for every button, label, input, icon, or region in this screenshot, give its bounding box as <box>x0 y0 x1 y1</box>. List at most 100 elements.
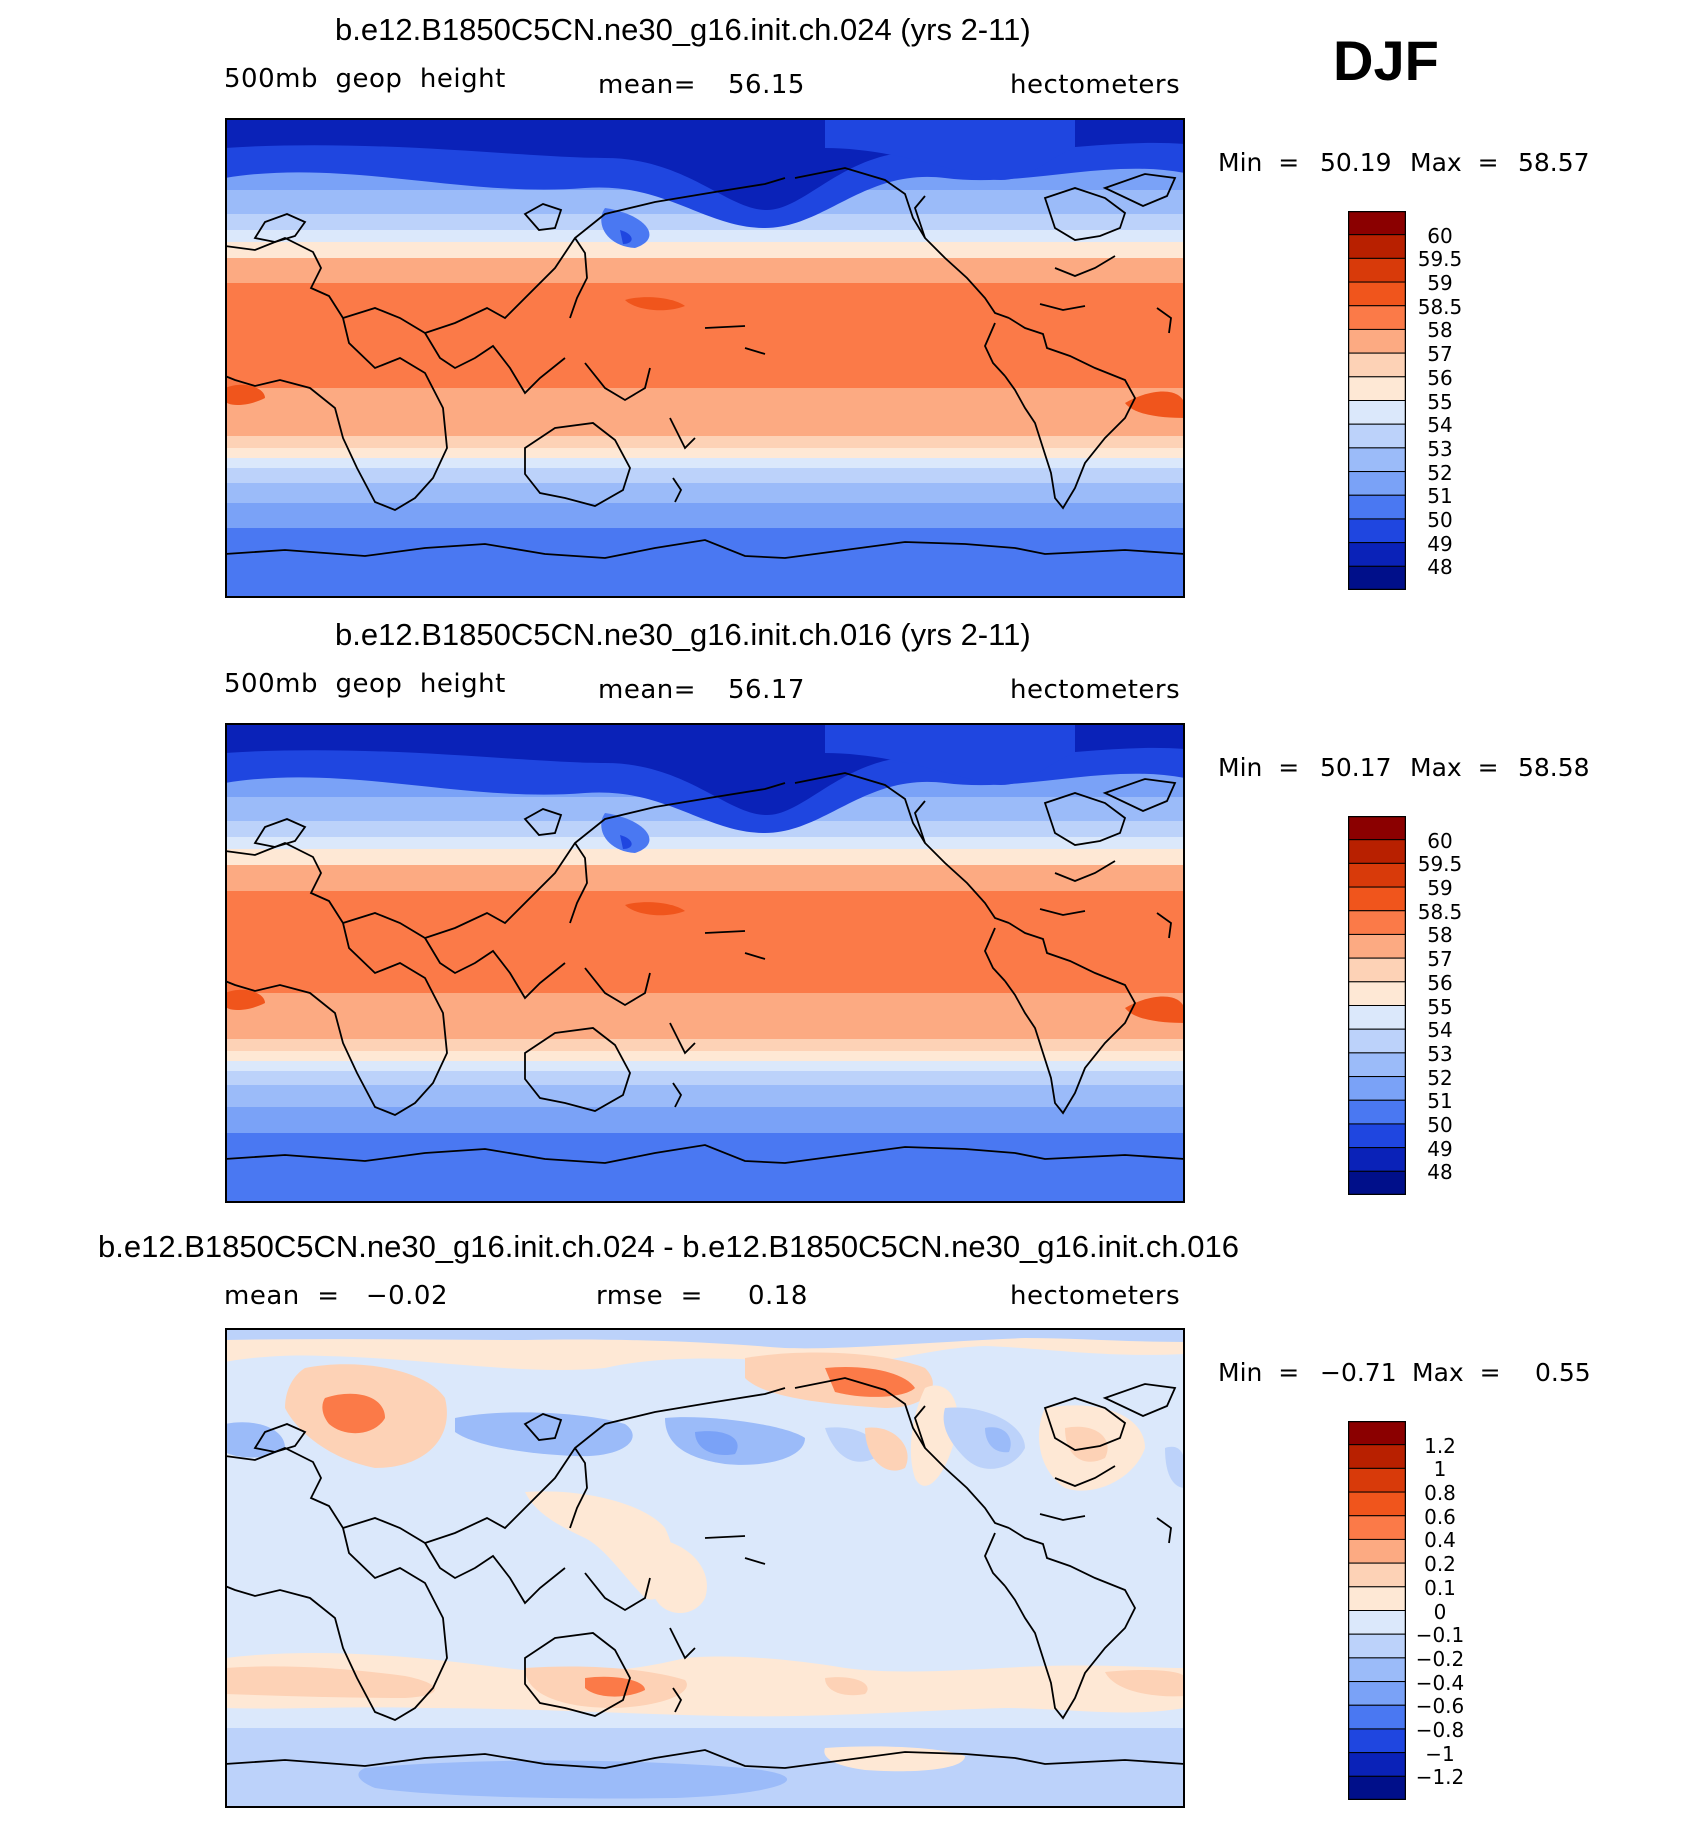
colorbar-tick-label: −0.8 <box>1415 1717 1465 1742</box>
colorbar-tick-label: 0.6 <box>1424 1504 1456 1529</box>
coastline <box>1039 1513 1086 1521</box>
contour-feature <box>1125 391 1185 418</box>
map-frame <box>225 1328 1185 1808</box>
colorbar-tick-label: 1.2 <box>1424 1433 1456 1458</box>
colorbar-tick-label: 0.4 <box>1424 1528 1456 1553</box>
colorbar-tick-label: 55 <box>1427 994 1453 1019</box>
panel1-mean-label: mean= <box>598 70 697 100</box>
coastline <box>584 1572 651 1612</box>
contour-band <box>225 436 1185 448</box>
colorbar-box <box>1348 1147 1406 1172</box>
coastline <box>584 967 651 1007</box>
colorbar-box <box>1348 1657 1406 1683</box>
panel3-title: b.e12.B1850C5CN.ne30_g16.init.ch.024 - b… <box>98 1229 1239 1264</box>
colorbar-frame <box>1348 816 1406 1195</box>
colorbar-tick-label: 50 <box>1427 507 1453 532</box>
contour-feature <box>645 1538 707 1613</box>
colorbar-tick-label: 52 <box>1427 460 1453 485</box>
coastline <box>1054 1465 1116 1487</box>
colorbar-box <box>1348 565 1406 590</box>
contour-band <box>225 1071 1185 1085</box>
coastline <box>569 237 588 319</box>
colorbar-box <box>1348 518 1406 544</box>
colorbar-box <box>1348 1005 1406 1030</box>
coastline <box>1156 912 1172 939</box>
contour-feature <box>825 723 1075 786</box>
coastline <box>1102 778 1177 812</box>
colorbar-tick-label: 54 <box>1427 1018 1453 1043</box>
coastline <box>984 927 1006 982</box>
colorbar-box <box>1348 447 1406 473</box>
contour-band <box>225 1039 1185 1051</box>
contour-band <box>225 483 1185 503</box>
colorbar-box <box>1348 957 1406 983</box>
colorbar-tick-label: 54 <box>1427 413 1453 438</box>
colorbar-box <box>1348 1586 1406 1611</box>
contour-feature <box>1065 1426 1108 1462</box>
colorbar-box <box>1348 423 1406 449</box>
coastline <box>253 213 307 243</box>
contour-band <box>225 230 1185 242</box>
colorbar-box <box>1348 1728 1406 1754</box>
colorbar-tick-label: 56 <box>1427 970 1453 995</box>
contour-feature <box>985 1427 1011 1453</box>
colorbar-tick-label: 57 <box>1427 947 1453 972</box>
coastline <box>424 937 566 1000</box>
colorbar-tick-label: 58 <box>1427 318 1453 343</box>
colorbar-tick-label: 1 <box>1433 1457 1447 1482</box>
coastline <box>342 1387 786 1544</box>
contour-feature <box>1105 1670 1185 1697</box>
map-frame <box>225 118 1185 598</box>
contour-feature <box>585 1676 645 1697</box>
colorbar-box <box>1348 1610 1406 1635</box>
contour-band <box>225 1107 1185 1133</box>
contour-band <box>225 865 1185 891</box>
panel3-min-label: Min = <box>1218 1358 1300 1387</box>
contour-feature <box>225 1652 1185 1717</box>
colorbar-box <box>1348 1704 1406 1730</box>
contour-feature <box>225 1666 435 1698</box>
colorbar-box <box>1348 886 1406 912</box>
colorbar-frame <box>1348 1421 1406 1800</box>
panel2-mean-label: mean= <box>598 675 697 705</box>
contour-feature <box>601 813 650 853</box>
colorbar-tick-label: 59.5 <box>1417 247 1463 272</box>
colorbar-tick-label: 0 <box>1433 1599 1447 1624</box>
colorbar-tick-label: 53 <box>1427 1041 1453 1066</box>
coastline <box>225 1144 1185 1164</box>
coastline <box>1004 1527 1137 1720</box>
map-frame <box>225 723 1185 1203</box>
panel1-min-label: Min = <box>1218 148 1300 177</box>
coastline <box>1043 187 1127 241</box>
map-svg <box>225 723 1185 1203</box>
coastline <box>584 362 651 402</box>
panel1-max-value: 58.57 <box>1518 148 1590 177</box>
contour-band <box>225 283 1185 388</box>
panel1-map <box>225 118 1185 598</box>
map-svg <box>225 118 1185 598</box>
contour-feature <box>225 384 265 405</box>
contour-feature <box>625 902 685 916</box>
contour-feature <box>322 1393 385 1434</box>
coastline <box>523 1413 563 1441</box>
contour-band <box>225 448 1185 458</box>
coastline <box>744 1557 766 1565</box>
colorbar-box <box>1348 1123 1406 1149</box>
colorbar-box <box>1348 1515 1406 1540</box>
panel2-mean-value: 56.17 <box>728 675 805 705</box>
colorbar-box <box>1348 910 1406 935</box>
coastline <box>524 422 631 507</box>
colorbar-svg <box>1348 816 1406 1195</box>
contour-feature <box>825 1366 915 1397</box>
colorbar-tick-label: 59.5 <box>1417 852 1463 877</box>
colorbar-tick-label: 59 <box>1427 271 1453 296</box>
coastline <box>669 1022 696 1055</box>
colorbar-tick-label: −1 <box>1425 1741 1455 1766</box>
panel2-max-value: 58.58 <box>1518 753 1590 782</box>
colorbar-box <box>1348 1052 1406 1078</box>
colorbar-tick-label: 0.2 <box>1424 1552 1456 1577</box>
contour-band <box>225 214 1185 230</box>
panel3-max-label: Max = <box>1412 1358 1501 1387</box>
colorbar-box <box>1348 234 1406 259</box>
colorbar-box <box>1348 862 1406 888</box>
